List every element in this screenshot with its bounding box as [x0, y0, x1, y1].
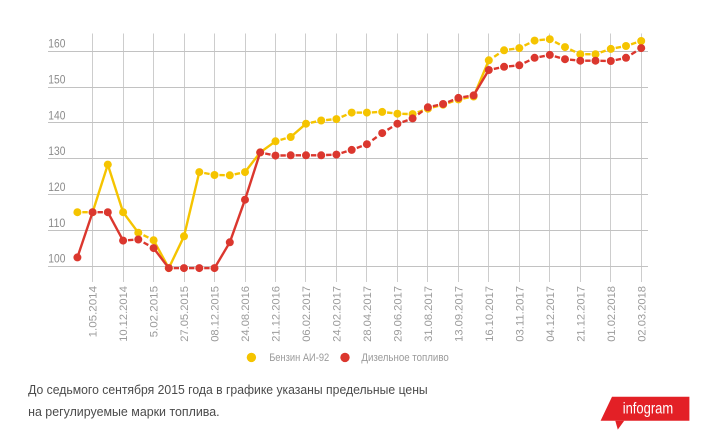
svg-text:140: 140	[48, 108, 65, 122]
svg-text:01.02.2018: 01.02.2018	[606, 286, 618, 342]
svg-text:5.02.2015: 5.02.2015	[149, 286, 161, 337]
svg-text:21.12.2017: 21.12.2017	[575, 286, 587, 342]
svg-text:24.08.2016: 24.08.2016	[240, 286, 252, 342]
svg-text:До седьмого сентября 2015 года: До седьмого сентября 2015 года в графике…	[28, 382, 428, 397]
svg-text:08.12.2015: 08.12.2015	[210, 286, 222, 342]
svg-text:16.10.2017: 16.10.2017	[484, 286, 496, 342]
svg-text:150: 150	[48, 73, 65, 87]
svg-text:24.02.2017: 24.02.2017	[332, 286, 344, 342]
svg-text:06.02.2017: 06.02.2017	[301, 286, 313, 342]
svg-text:31.08.2017: 31.08.2017	[423, 286, 435, 342]
svg-text:Дизельное топливо: Дизельное топливо	[361, 352, 448, 364]
svg-text:10.12.2014: 10.12.2014	[118, 286, 130, 342]
svg-text:03.11.2017: 03.11.2017	[514, 286, 526, 342]
svg-text:100: 100	[48, 252, 65, 266]
svg-text:28.04.2017: 28.04.2017	[362, 286, 374, 342]
svg-text:110: 110	[48, 216, 65, 230]
svg-text:120: 120	[48, 180, 65, 194]
svg-text:02.03.2018: 02.03.2018	[636, 286, 648, 342]
svg-text:04.12.2017: 04.12.2017	[545, 286, 557, 342]
svg-text:infogram: infogram	[623, 400, 674, 417]
svg-text:на регулируемые марки топлива.: на регулируемые марки топлива.	[28, 404, 220, 419]
svg-text:160: 160	[48, 37, 65, 51]
svg-text:21.12.2016: 21.12.2016	[271, 286, 283, 342]
svg-text:13.09.2017: 13.09.2017	[454, 286, 466, 342]
svg-text:29.06.2017: 29.06.2017	[393, 286, 405, 342]
svg-text:Бензин АИ-92: Бензин АИ-92	[269, 352, 329, 364]
svg-text:130: 130	[48, 144, 65, 158]
svg-text:1.05.2014: 1.05.2014	[88, 286, 100, 337]
svg-text:27.05.2015: 27.05.2015	[179, 286, 191, 342]
